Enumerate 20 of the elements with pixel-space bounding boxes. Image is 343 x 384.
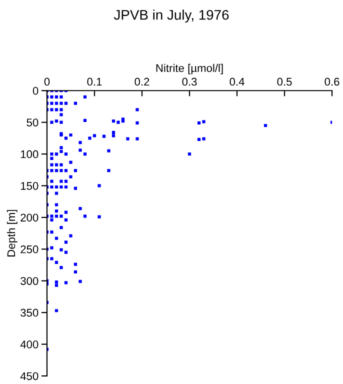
y-tick-label: 100 [20,150,38,158]
x-tick-label: 0.2 [134,78,150,86]
y-tick-label: 400 [20,340,38,348]
y-axis-title: Depth [m] [6,210,18,256]
x-tick-label: 0.4 [230,78,244,86]
y-tick-label: 450 [20,372,38,380]
chart-title: JPVB in July, 1976 [114,10,229,23]
y-tick-label: 250 [20,245,38,254]
x-tick-label: 0 [44,78,50,86]
y-tick-label: 200 [20,214,38,222]
x-tick-label: 0.1 [87,78,102,86]
x-axis-title: Nitrite [µmol/l] [156,64,223,74]
x-tick-label: 0.6 [324,78,340,86]
x-tick-label: 0.3 [182,78,197,86]
x-tick-label: 0.5 [277,78,292,86]
y-tick-label: 350 [20,308,38,317]
y-tick-label: 0 [32,86,38,95]
y-tick-label: 150 [20,182,38,190]
y-tick-label: 300 [20,277,38,285]
y-tick-label: 50 [26,118,38,126]
